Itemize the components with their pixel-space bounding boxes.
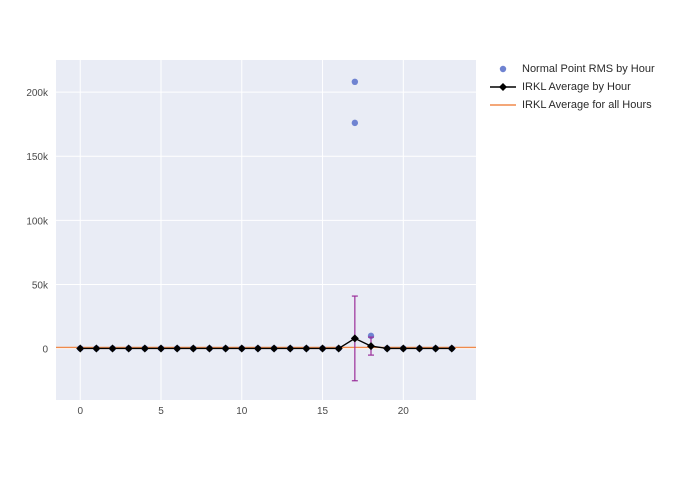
svg-text:100k: 100k: [26, 216, 49, 227]
svg-text:200k: 200k: [26, 88, 49, 99]
svg-text:10: 10: [236, 406, 248, 417]
legend-label-overall: IRKL Average for all Hours: [522, 99, 652, 111]
legend-item-overall: IRKL Average for all Hours: [490, 96, 655, 114]
legend-item-scatter: Normal Point RMS by Hour: [490, 60, 655, 78]
svg-text:50k: 50k: [32, 281, 49, 292]
legend-label-scatter: Normal Point RMS by Hour: [522, 63, 655, 75]
legend-label-avg: IRKL Average by Hour: [522, 81, 631, 93]
svg-text:15: 15: [317, 406, 329, 417]
svg-text:20: 20: [398, 406, 410, 417]
chart-container: 0 5 10 15 20 0 50k 100k 150k 200k Normal Point RM…: [0, 0, 700, 500]
svg-text:0: 0: [77, 406, 83, 417]
legend-swatch-scatter: [490, 62, 516, 76]
svg-text:5: 5: [158, 406, 164, 417]
legend-swatch-overall: [490, 98, 516, 112]
legend-item-avg: IRKL Average by Hour: [490, 78, 655, 96]
legend: Normal Point RMS by Hour IRKL Average by…: [490, 60, 655, 114]
svg-text:0: 0: [42, 345, 48, 356]
svg-text:150k: 150k: [26, 152, 49, 163]
legend-swatch-avg: [490, 80, 516, 94]
